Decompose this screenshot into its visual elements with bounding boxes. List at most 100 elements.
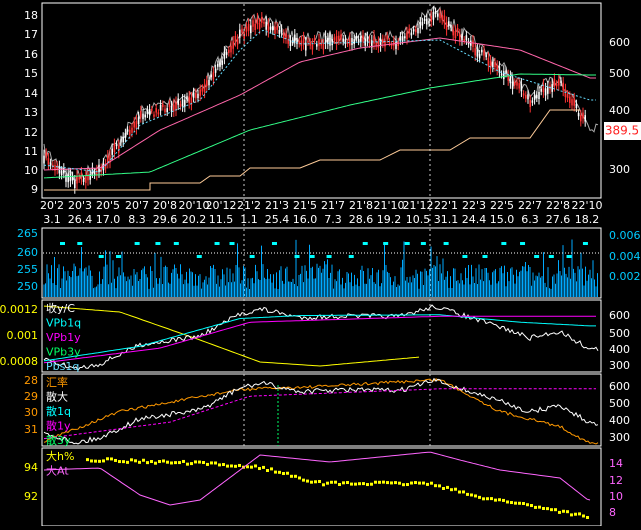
candle-body <box>155 108 157 113</box>
candle-body <box>329 37 331 46</box>
dot <box>138 460 141 464</box>
candle-body <box>129 129 131 135</box>
candle-body <box>309 41 311 46</box>
candle-body <box>520 83 523 92</box>
candle-body <box>241 28 243 33</box>
candle-body <box>437 13 439 17</box>
candle-body <box>518 83 520 89</box>
marker <box>309 255 315 258</box>
right-tick-label: 500 <box>609 67 630 80</box>
date-label: 22'3 <box>462 199 486 212</box>
candle-body <box>408 28 410 34</box>
candle-body <box>76 175 78 184</box>
dot <box>422 481 425 485</box>
marker <box>362 242 368 245</box>
candle-body <box>232 41 234 49</box>
dot <box>354 482 357 486</box>
candle-body <box>69 173 72 182</box>
date-label: 8.3 <box>128 213 146 226</box>
candle-body <box>393 40 395 46</box>
dot <box>90 459 93 463</box>
candle-body <box>494 62 496 68</box>
candle-body <box>401 36 404 41</box>
left-tick-label: 18 <box>24 9 38 22</box>
candle-body <box>340 34 342 40</box>
dot <box>134 459 137 463</box>
candle-body <box>60 170 63 176</box>
dot <box>110 457 113 461</box>
panel-frame <box>41 2 602 199</box>
candle-body <box>100 167 102 173</box>
candle-body <box>179 103 182 107</box>
candle-body <box>186 96 188 100</box>
candle-body <box>283 33 285 39</box>
dot <box>510 501 513 505</box>
dot <box>426 482 429 486</box>
dot <box>338 482 341 486</box>
candle-body <box>445 22 448 30</box>
date-label: 20'5 <box>96 199 120 212</box>
candle-body <box>540 88 542 92</box>
dot <box>586 515 589 519</box>
right-tick-label: 14 <box>609 457 623 470</box>
dot <box>530 504 533 508</box>
panel-frame <box>41 227 602 299</box>
candle-body <box>542 84 545 93</box>
date-label: 20'8 <box>153 199 177 212</box>
left-tick-label: 0.001 <box>7 329 39 342</box>
candle-body <box>386 35 388 40</box>
candle-body <box>168 103 171 107</box>
dot <box>86 458 89 462</box>
candle-body <box>421 21 424 26</box>
dot <box>158 460 161 464</box>
left-tick-label: 10 <box>24 164 38 177</box>
candle-body <box>298 41 300 45</box>
candle-body <box>492 61 494 68</box>
dot <box>534 505 537 509</box>
candle-body <box>450 24 452 28</box>
candle-body <box>410 32 413 36</box>
candle-body <box>465 35 468 41</box>
right-tick-label: 300 <box>609 431 630 444</box>
date-label: 21'3 <box>265 199 289 212</box>
candle-body <box>289 40 292 46</box>
dot <box>202 461 205 465</box>
dot <box>570 513 573 517</box>
legend-item: 散1y <box>46 419 71 433</box>
candle-body <box>509 76 512 84</box>
date-label: 29.6 <box>153 213 178 226</box>
candle-body <box>245 26 248 32</box>
candle-body <box>397 41 399 47</box>
dot <box>494 498 497 502</box>
candle-body <box>470 40 472 46</box>
marker <box>404 242 410 245</box>
date-label: 22'5 <box>490 199 514 212</box>
candle-body <box>441 15 443 21</box>
dot <box>566 510 569 514</box>
candle-body <box>166 108 168 113</box>
candle-body <box>107 155 109 163</box>
dot <box>410 481 413 485</box>
dot <box>462 490 465 494</box>
candle-body <box>485 55 487 58</box>
right-tick-label: 500 <box>609 327 630 340</box>
candle-body <box>78 176 80 180</box>
dot <box>270 467 273 471</box>
candle-body <box>261 16 263 23</box>
date-label: 27.6 <box>546 213 571 226</box>
left-tick-label: 94 <box>24 461 38 474</box>
marker <box>462 255 468 258</box>
dot <box>102 459 105 463</box>
candle-body <box>252 20 254 27</box>
dot <box>98 459 101 463</box>
date-label: 21'7 <box>321 199 345 212</box>
candle-body <box>353 39 355 44</box>
candle-body <box>481 49 483 53</box>
candle-body <box>338 35 340 41</box>
candle-body <box>443 15 446 24</box>
candle-body <box>327 37 329 45</box>
date-label: 19.2 <box>377 213 402 226</box>
date-label: 20'10 <box>178 199 209 212</box>
dot <box>434 484 437 488</box>
